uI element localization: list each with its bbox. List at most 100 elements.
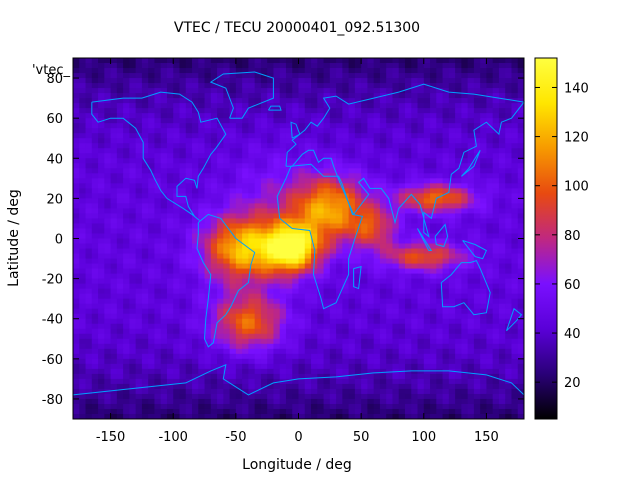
heatmap-cell bbox=[179, 138, 187, 144]
heatmap-cell bbox=[110, 248, 118, 255]
heatmap-cell bbox=[279, 253, 287, 260]
heatmap-cell bbox=[404, 108, 412, 114]
heatmap-cell bbox=[160, 368, 168, 375]
heatmap-cell bbox=[248, 238, 256, 245]
heatmap-cell bbox=[267, 213, 274, 219]
heatmap-cell bbox=[217, 278, 224, 285]
heatmap-cell bbox=[436, 143, 444, 149]
heatmap-cell bbox=[110, 213, 118, 219]
heatmap-cell bbox=[217, 263, 224, 270]
heatmap-cell bbox=[448, 323, 456, 330]
heatmap-cell bbox=[392, 183, 400, 189]
heatmap-cell bbox=[223, 233, 231, 239]
heatmap-cell bbox=[210, 108, 218, 114]
heatmap-cell bbox=[292, 343, 299, 350]
heatmap-cell bbox=[392, 208, 400, 214]
heatmap-cell bbox=[317, 233, 325, 239]
heatmap-cell bbox=[242, 393, 249, 400]
heatmap-cell bbox=[141, 118, 149, 124]
heatmap-cell bbox=[110, 243, 118, 250]
heatmap-cell bbox=[110, 173, 118, 179]
heatmap-cell bbox=[279, 68, 287, 74]
heatmap-cell bbox=[110, 183, 118, 189]
heatmap-cell bbox=[229, 203, 237, 209]
heatmap-cell bbox=[129, 373, 137, 380]
heatmap-cell bbox=[160, 198, 168, 204]
heatmap-cell bbox=[210, 313, 218, 320]
heatmap-cell bbox=[323, 198, 331, 204]
heatmap-cell bbox=[210, 248, 218, 255]
heatmap-cell bbox=[135, 163, 143, 169]
heatmap-cell bbox=[404, 293, 412, 300]
heatmap-cell bbox=[135, 273, 143, 280]
heatmap-cell bbox=[154, 338, 162, 345]
heatmap-cell bbox=[473, 363, 481, 370]
heatmap-cell bbox=[373, 103, 381, 109]
heatmap-cell bbox=[160, 208, 168, 214]
heatmap-cell bbox=[411, 198, 419, 204]
heatmap-cell bbox=[148, 218, 155, 224]
heatmap-cell bbox=[373, 203, 381, 209]
heatmap-cell bbox=[179, 108, 187, 114]
heatmap-cell bbox=[373, 158, 381, 164]
heatmap-cell bbox=[292, 293, 299, 300]
heatmap-cell bbox=[348, 148, 356, 154]
heatmap-cell bbox=[104, 293, 112, 300]
heatmap-cell bbox=[392, 173, 400, 179]
heatmap-cell bbox=[135, 233, 143, 239]
heatmap-cell bbox=[254, 238, 262, 245]
heatmap-cell bbox=[116, 228, 124, 234]
heatmap-cell bbox=[204, 148, 212, 154]
heatmap-cell bbox=[292, 148, 299, 154]
heatmap-cell bbox=[98, 398, 105, 405]
heatmap-cell bbox=[367, 183, 375, 189]
heatmap-cell bbox=[367, 148, 375, 154]
heatmap-cell bbox=[336, 108, 343, 114]
heatmap-cell bbox=[285, 63, 293, 69]
heatmap-cell bbox=[242, 253, 249, 260]
heatmap-cell bbox=[423, 363, 431, 370]
heatmap-cell bbox=[242, 213, 249, 219]
heatmap-cell bbox=[336, 253, 343, 260]
heatmap-cell bbox=[110, 133, 118, 139]
heatmap-cell bbox=[323, 243, 331, 250]
heatmap-cell bbox=[148, 143, 155, 149]
heatmap-cell bbox=[304, 333, 312, 340]
heatmap-cell bbox=[129, 248, 137, 255]
heatmap-cell bbox=[379, 118, 387, 124]
heatmap-cell bbox=[135, 398, 143, 405]
heatmap-cell bbox=[430, 273, 437, 280]
heatmap-cell bbox=[235, 288, 243, 295]
heatmap-cell bbox=[273, 253, 281, 260]
heatmap-cell bbox=[442, 368, 450, 375]
heatmap-cell bbox=[279, 358, 287, 365]
heatmap-cell bbox=[467, 328, 475, 335]
heatmap-cell bbox=[404, 73, 412, 79]
heatmap-cell bbox=[323, 328, 331, 335]
heatmap-cell bbox=[361, 198, 368, 204]
heatmap-cell bbox=[392, 203, 400, 209]
heatmap-cell bbox=[505, 338, 512, 345]
heatmap-cell bbox=[298, 328, 306, 335]
heatmap-cell bbox=[442, 153, 450, 159]
heatmap-cell bbox=[267, 138, 274, 144]
heatmap-cell bbox=[348, 383, 356, 390]
heatmap-cell bbox=[417, 198, 425, 204]
heatmap-cell bbox=[442, 248, 450, 255]
heatmap-cell bbox=[235, 338, 243, 345]
heatmap-cell bbox=[242, 308, 249, 315]
heatmap-cell bbox=[154, 98, 162, 104]
heatmap-cell bbox=[354, 183, 362, 189]
heatmap-cell bbox=[367, 138, 375, 144]
heatmap-cell bbox=[198, 363, 206, 370]
heatmap-cell bbox=[455, 278, 462, 285]
heatmap-cell bbox=[417, 223, 425, 229]
heatmap-cell bbox=[104, 303, 112, 310]
heatmap-cell bbox=[311, 323, 318, 330]
heatmap-cell bbox=[141, 228, 149, 234]
heatmap-cell bbox=[116, 378, 124, 385]
heatmap-cell bbox=[455, 283, 462, 290]
heatmap-cell bbox=[98, 198, 105, 204]
heatmap-cell bbox=[473, 388, 481, 395]
heatmap-cell bbox=[480, 328, 487, 335]
